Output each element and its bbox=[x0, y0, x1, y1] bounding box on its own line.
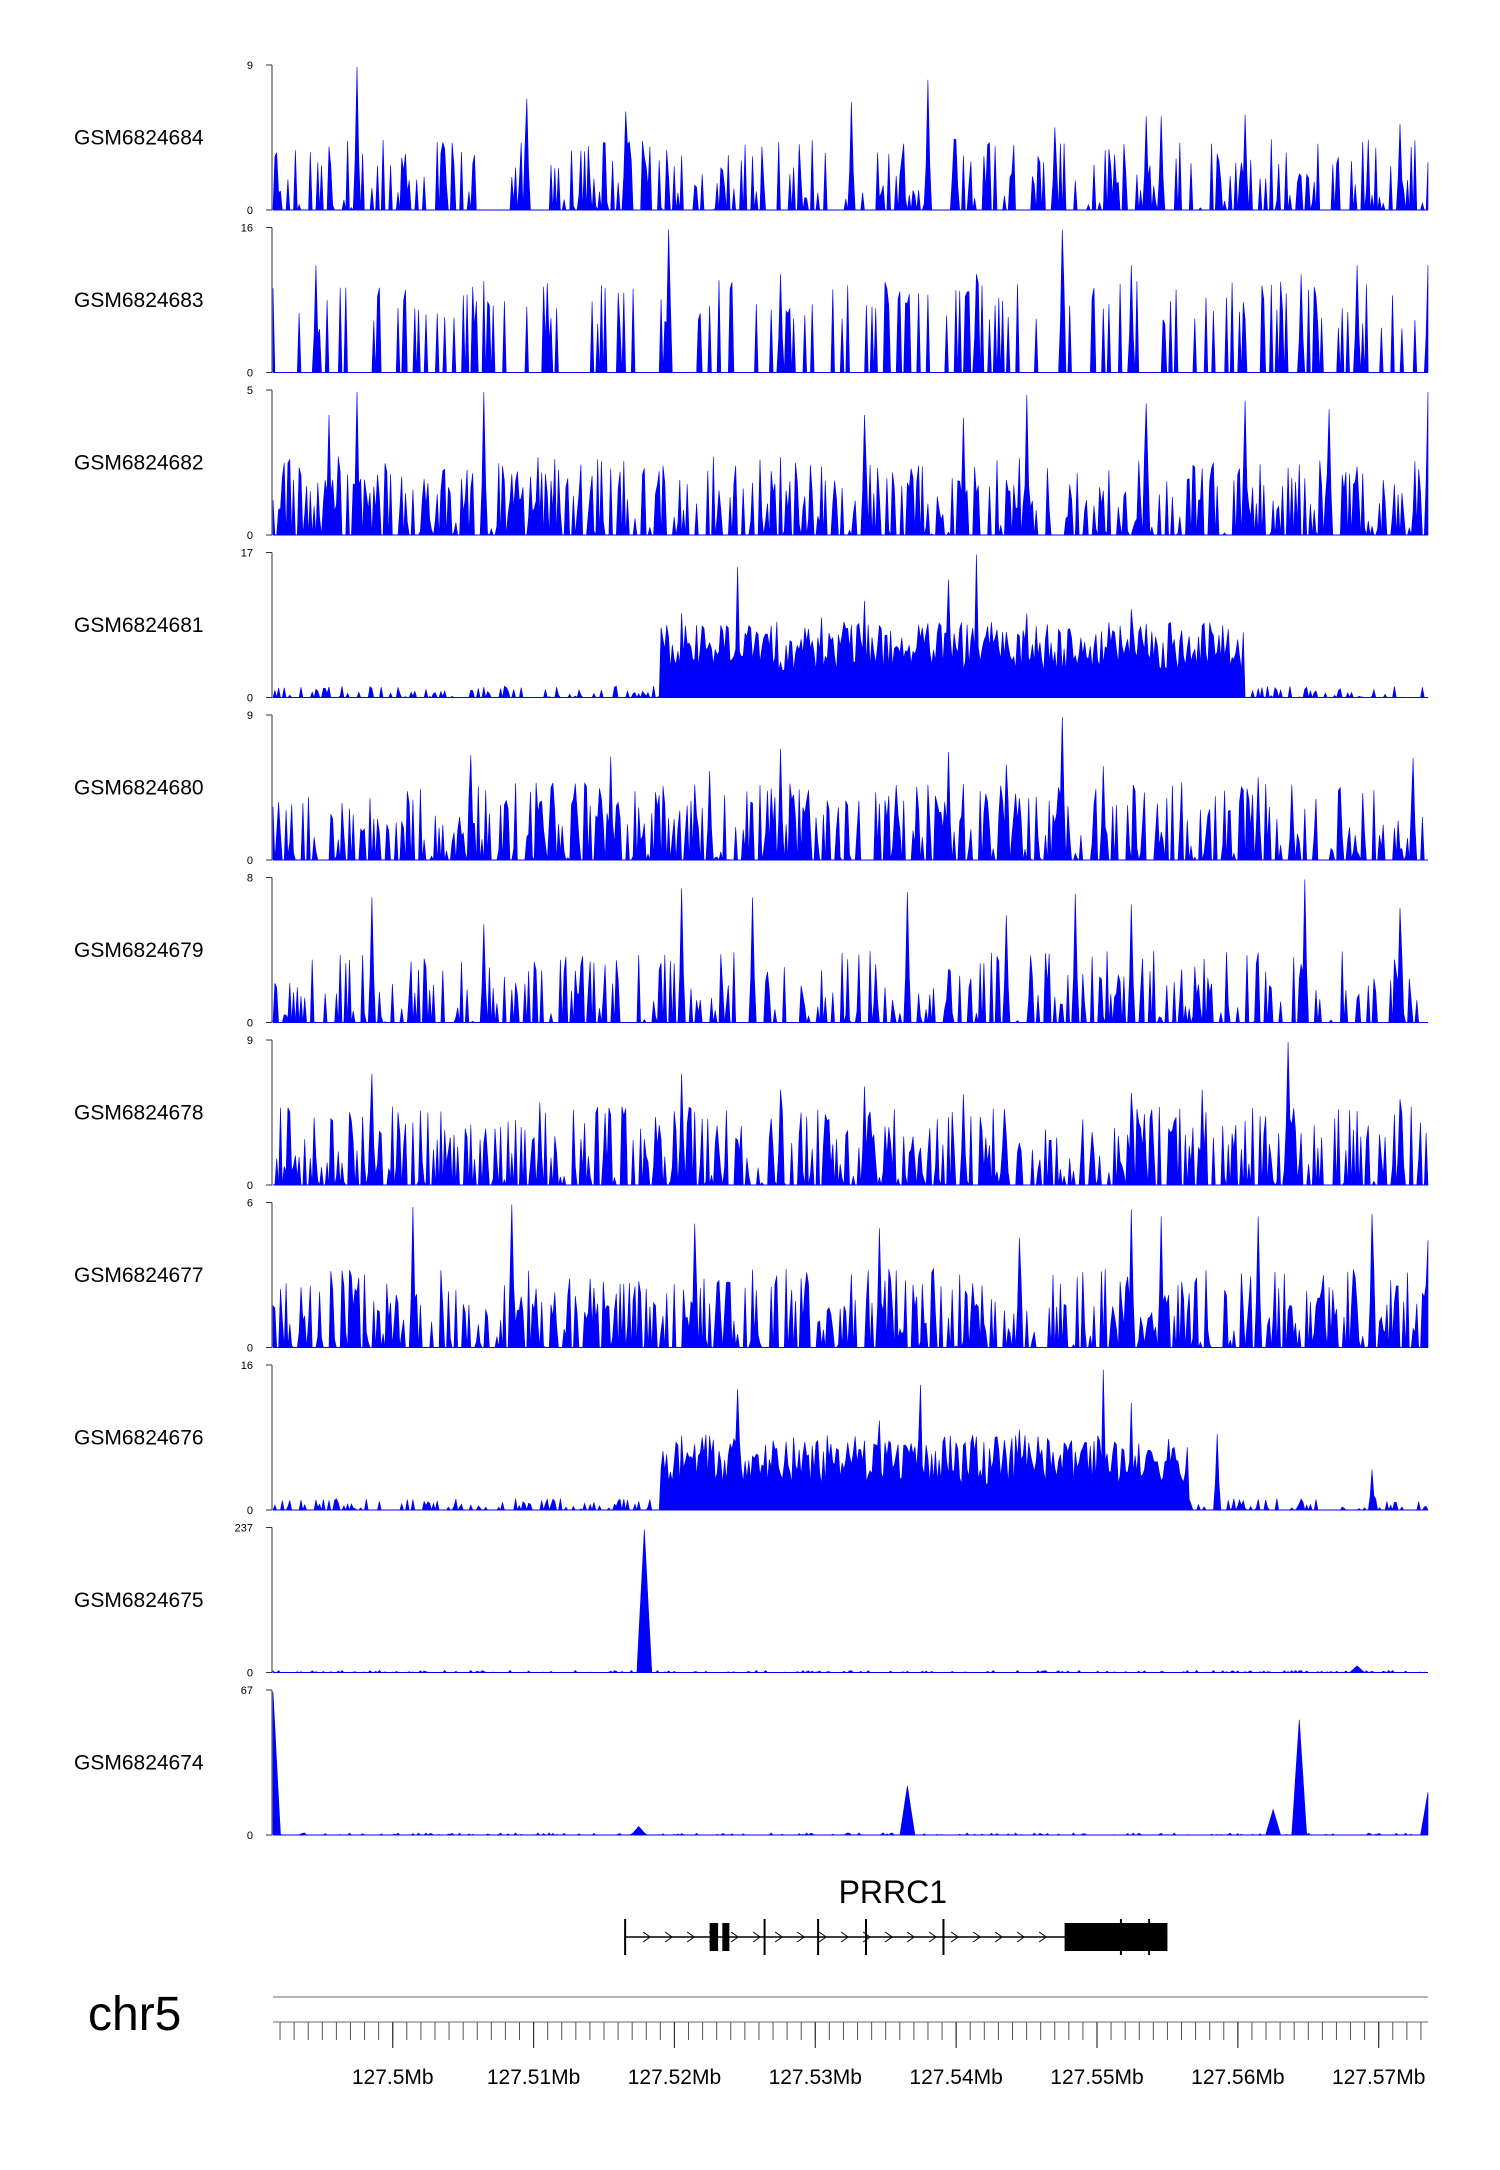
track-GSM6824681: GSM6824681 17 0 bbox=[74, 548, 1428, 705]
coverage-area bbox=[272, 554, 1428, 699]
y-min-label: 0 bbox=[247, 1343, 253, 1355]
genome-axis: chr5 127.5Mb 127.51Mb 127.52Mb 127.53Mb 127.… bbox=[88, 1988, 1428, 2089]
tick-label: 127.54Mb bbox=[909, 2066, 1002, 2089]
coverage-area bbox=[272, 1204, 1429, 1349]
y-max-label: 17 bbox=[241, 548, 253, 560]
track-label: GSM6824676 bbox=[74, 1427, 204, 1450]
coverage-area bbox=[272, 391, 1429, 536]
y-max-label: 16 bbox=[241, 1360, 253, 1372]
coverage-area bbox=[272, 716, 1428, 861]
coverage-area bbox=[272, 1369, 1429, 1512]
track-label: GSM6824680 bbox=[74, 777, 204, 800]
strand-chevron bbox=[796, 1931, 805, 1943]
track-GSM6824676: GSM6824676 16 0 bbox=[74, 1360, 1429, 1517]
track-GSM6824677: GSM6824677 6 0 bbox=[74, 1198, 1429, 1355]
y-max-label: 9 bbox=[247, 1035, 253, 1047]
strand-chevron bbox=[642, 1931, 651, 1943]
track-GSM6824680: GSM6824680 9 0 bbox=[74, 710, 1428, 867]
track-GSM6824679: GSM6824679 8 0 bbox=[74, 873, 1428, 1030]
coverage-tracks: GSM682468490GSM6824683160GSM682468250GSM… bbox=[74, 60, 1429, 1842]
y-min-label: 0 bbox=[247, 368, 253, 380]
tick-label: 127.53Mb bbox=[769, 2066, 862, 2089]
strand-chevron bbox=[664, 1931, 673, 1943]
y-min-label: 0 bbox=[247, 693, 253, 705]
y-max-label: 8 bbox=[247, 873, 253, 885]
coverage-area bbox=[272, 1691, 1429, 1836]
y-min-label: 0 bbox=[247, 855, 253, 867]
track-GSM6824675: GSM6824675 237 0 bbox=[74, 1523, 1428, 1680]
track-GSM6824674: GSM6824674 67 0 bbox=[74, 1685, 1429, 1842]
track-label: GSM6824681 bbox=[74, 614, 204, 637]
y-max-label: 5 bbox=[247, 385, 253, 397]
exon bbox=[709, 1923, 719, 1951]
strand-chevron bbox=[950, 1931, 959, 1943]
strand-chevron bbox=[1016, 1931, 1025, 1943]
tick-label: 127.52Mb bbox=[628, 2066, 721, 2089]
y-max-label: 9 bbox=[247, 710, 253, 722]
track-label: GSM6824677 bbox=[74, 1264, 204, 1287]
tick-label: 127.55Mb bbox=[1050, 2066, 1143, 2089]
exon bbox=[722, 1923, 730, 1951]
strand-chevron bbox=[994, 1931, 1003, 1943]
track-GSM6824682: GSM6824682 5 0 bbox=[74, 385, 1429, 542]
tick-label: 127.56Mb bbox=[1191, 2066, 1284, 2089]
strand-chevron bbox=[928, 1931, 937, 1943]
coverage-area bbox=[272, 879, 1428, 1023]
strand-chevron bbox=[972, 1931, 981, 1943]
coverage-area bbox=[273, 1041, 1429, 1187]
chromosome-label: chr5 bbox=[88, 1988, 181, 2041]
track-label: GSM6824675 bbox=[74, 1589, 204, 1612]
coverage-area bbox=[272, 229, 1429, 373]
tick-label: 127.51Mb bbox=[487, 2066, 580, 2089]
track-label: GSM6824678 bbox=[74, 1102, 204, 1125]
track-GSM6824678: GSM6824678 9 0 bbox=[74, 1035, 1429, 1192]
tick-label: 127.57Mb bbox=[1332, 2066, 1425, 2089]
strand-chevron bbox=[1038, 1931, 1047, 1943]
y-min-label: 0 bbox=[247, 1180, 253, 1192]
tick-label: 127.5Mb bbox=[352, 2066, 434, 2089]
y-max-label: 9 bbox=[247, 60, 253, 72]
y-min-label: 0 bbox=[247, 530, 253, 542]
y-min-label: 0 bbox=[247, 1830, 253, 1842]
exon bbox=[1064, 1923, 1168, 1951]
coverage-area bbox=[272, 66, 1429, 212]
track-GSM6824683: GSM6824683 16 0 bbox=[74, 223, 1429, 380]
strand-chevron bbox=[840, 1931, 849, 1943]
strand-chevron bbox=[752, 1931, 761, 1943]
gene-track: PRRC1 bbox=[624, 1874, 1168, 1955]
track-label: GSM6824684 bbox=[74, 127, 204, 150]
y-max-label: 67 bbox=[241, 1685, 253, 1697]
strand-chevron bbox=[906, 1931, 915, 1943]
strand-chevron bbox=[818, 1931, 827, 1943]
y-min-label: 0 bbox=[247, 1668, 253, 1680]
track-label: GSM6824679 bbox=[74, 939, 204, 962]
y-max-label: 16 bbox=[241, 223, 253, 235]
track-label: GSM6824682 bbox=[74, 452, 204, 475]
y-min-label: 0 bbox=[247, 205, 253, 217]
track-GSM6824684: GSM6824684 9 0 bbox=[74, 60, 1429, 217]
y-max-label: 237 bbox=[235, 1523, 253, 1535]
strand-chevron bbox=[730, 1931, 739, 1943]
strand-chevron bbox=[884, 1931, 893, 1943]
y-max-label: 6 bbox=[247, 1198, 253, 1210]
track-label: GSM6824674 bbox=[74, 1752, 204, 1775]
strand-chevron bbox=[686, 1931, 695, 1943]
y-min-label: 0 bbox=[247, 1505, 253, 1517]
strand-chevron bbox=[774, 1931, 783, 1943]
track-label: GSM6824683 bbox=[74, 289, 204, 312]
gene-name-label: PRRC1 bbox=[839, 1874, 947, 1910]
coverage-area bbox=[272, 1529, 1428, 1673]
y-min-label: 0 bbox=[247, 1018, 253, 1030]
